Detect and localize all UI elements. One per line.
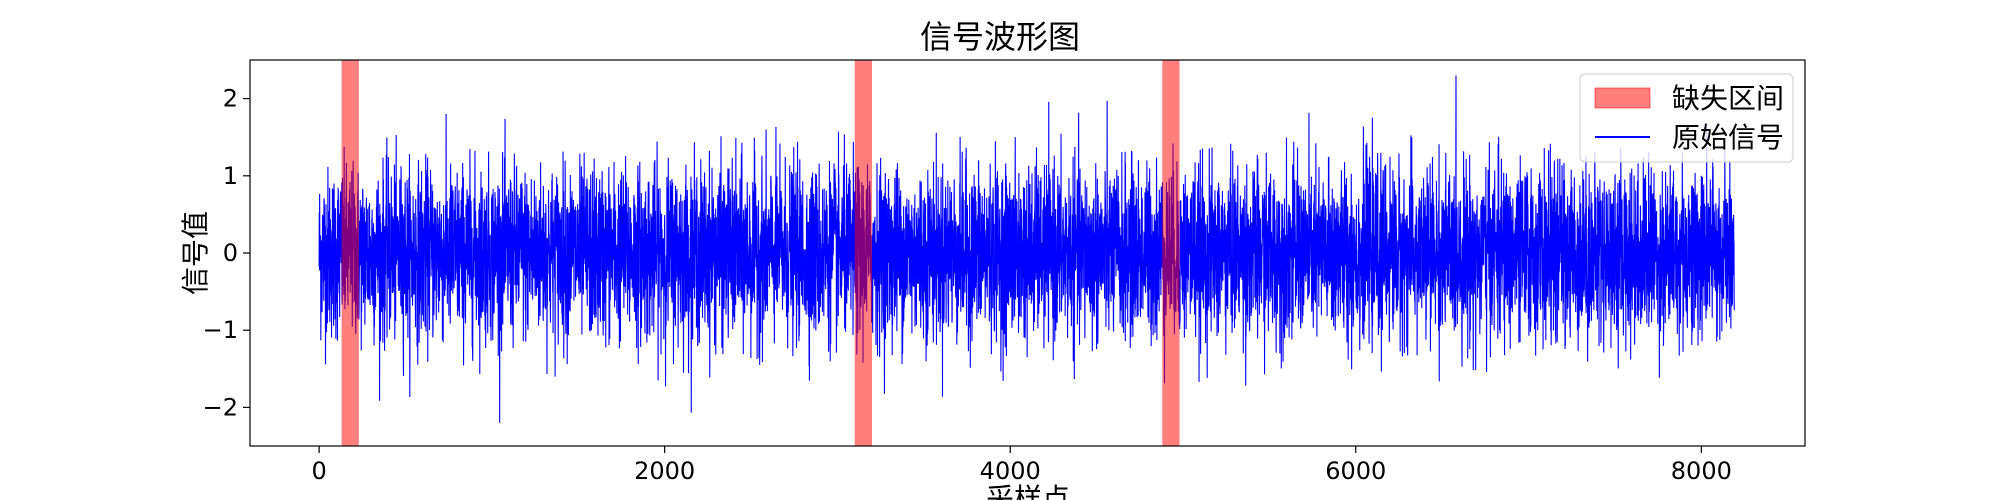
signal-layer [318, 75, 1735, 423]
x-tick-label: 2000 [634, 457, 695, 485]
missing-intervals [341, 60, 1180, 446]
legend: 缺失区间 原始信号 [1579, 73, 1794, 163]
y-tick-label: −1 [203, 316, 238, 344]
x-axis-label: 采样点 [986, 482, 1070, 500]
y-axis-label: 信号值 [179, 211, 212, 295]
y-tick-label: 2 [223, 85, 238, 113]
x-tick-label: 0 [311, 457, 326, 485]
signal-line [318, 75, 1735, 423]
missing-interval-band [1162, 60, 1180, 446]
x-axis-ticks: 0 2000 4000 6000 8000 [311, 446, 1732, 485]
y-axis-ticks: −2 −1 0 1 2 [203, 85, 250, 421]
y-tick-label: 0 [223, 239, 238, 267]
missing-interval-band [341, 60, 359, 446]
y-tick-label: 1 [223, 162, 238, 190]
legend-swatch-missing [1594, 87, 1651, 109]
legend-label-missing: 缺失区间 [1672, 82, 1784, 115]
plot-area [249, 59, 1806, 447]
chart-title: 信号波形图 [920, 18, 1080, 56]
legend-label-signal: 原始信号 [1672, 121, 1784, 154]
x-tick-label: 8000 [1671, 457, 1732, 485]
y-tick-label: −2 [203, 393, 238, 421]
x-tick-label: 4000 [980, 457, 1041, 485]
missing-interval-band [854, 60, 872, 446]
x-tick-label: 6000 [1325, 457, 1386, 485]
